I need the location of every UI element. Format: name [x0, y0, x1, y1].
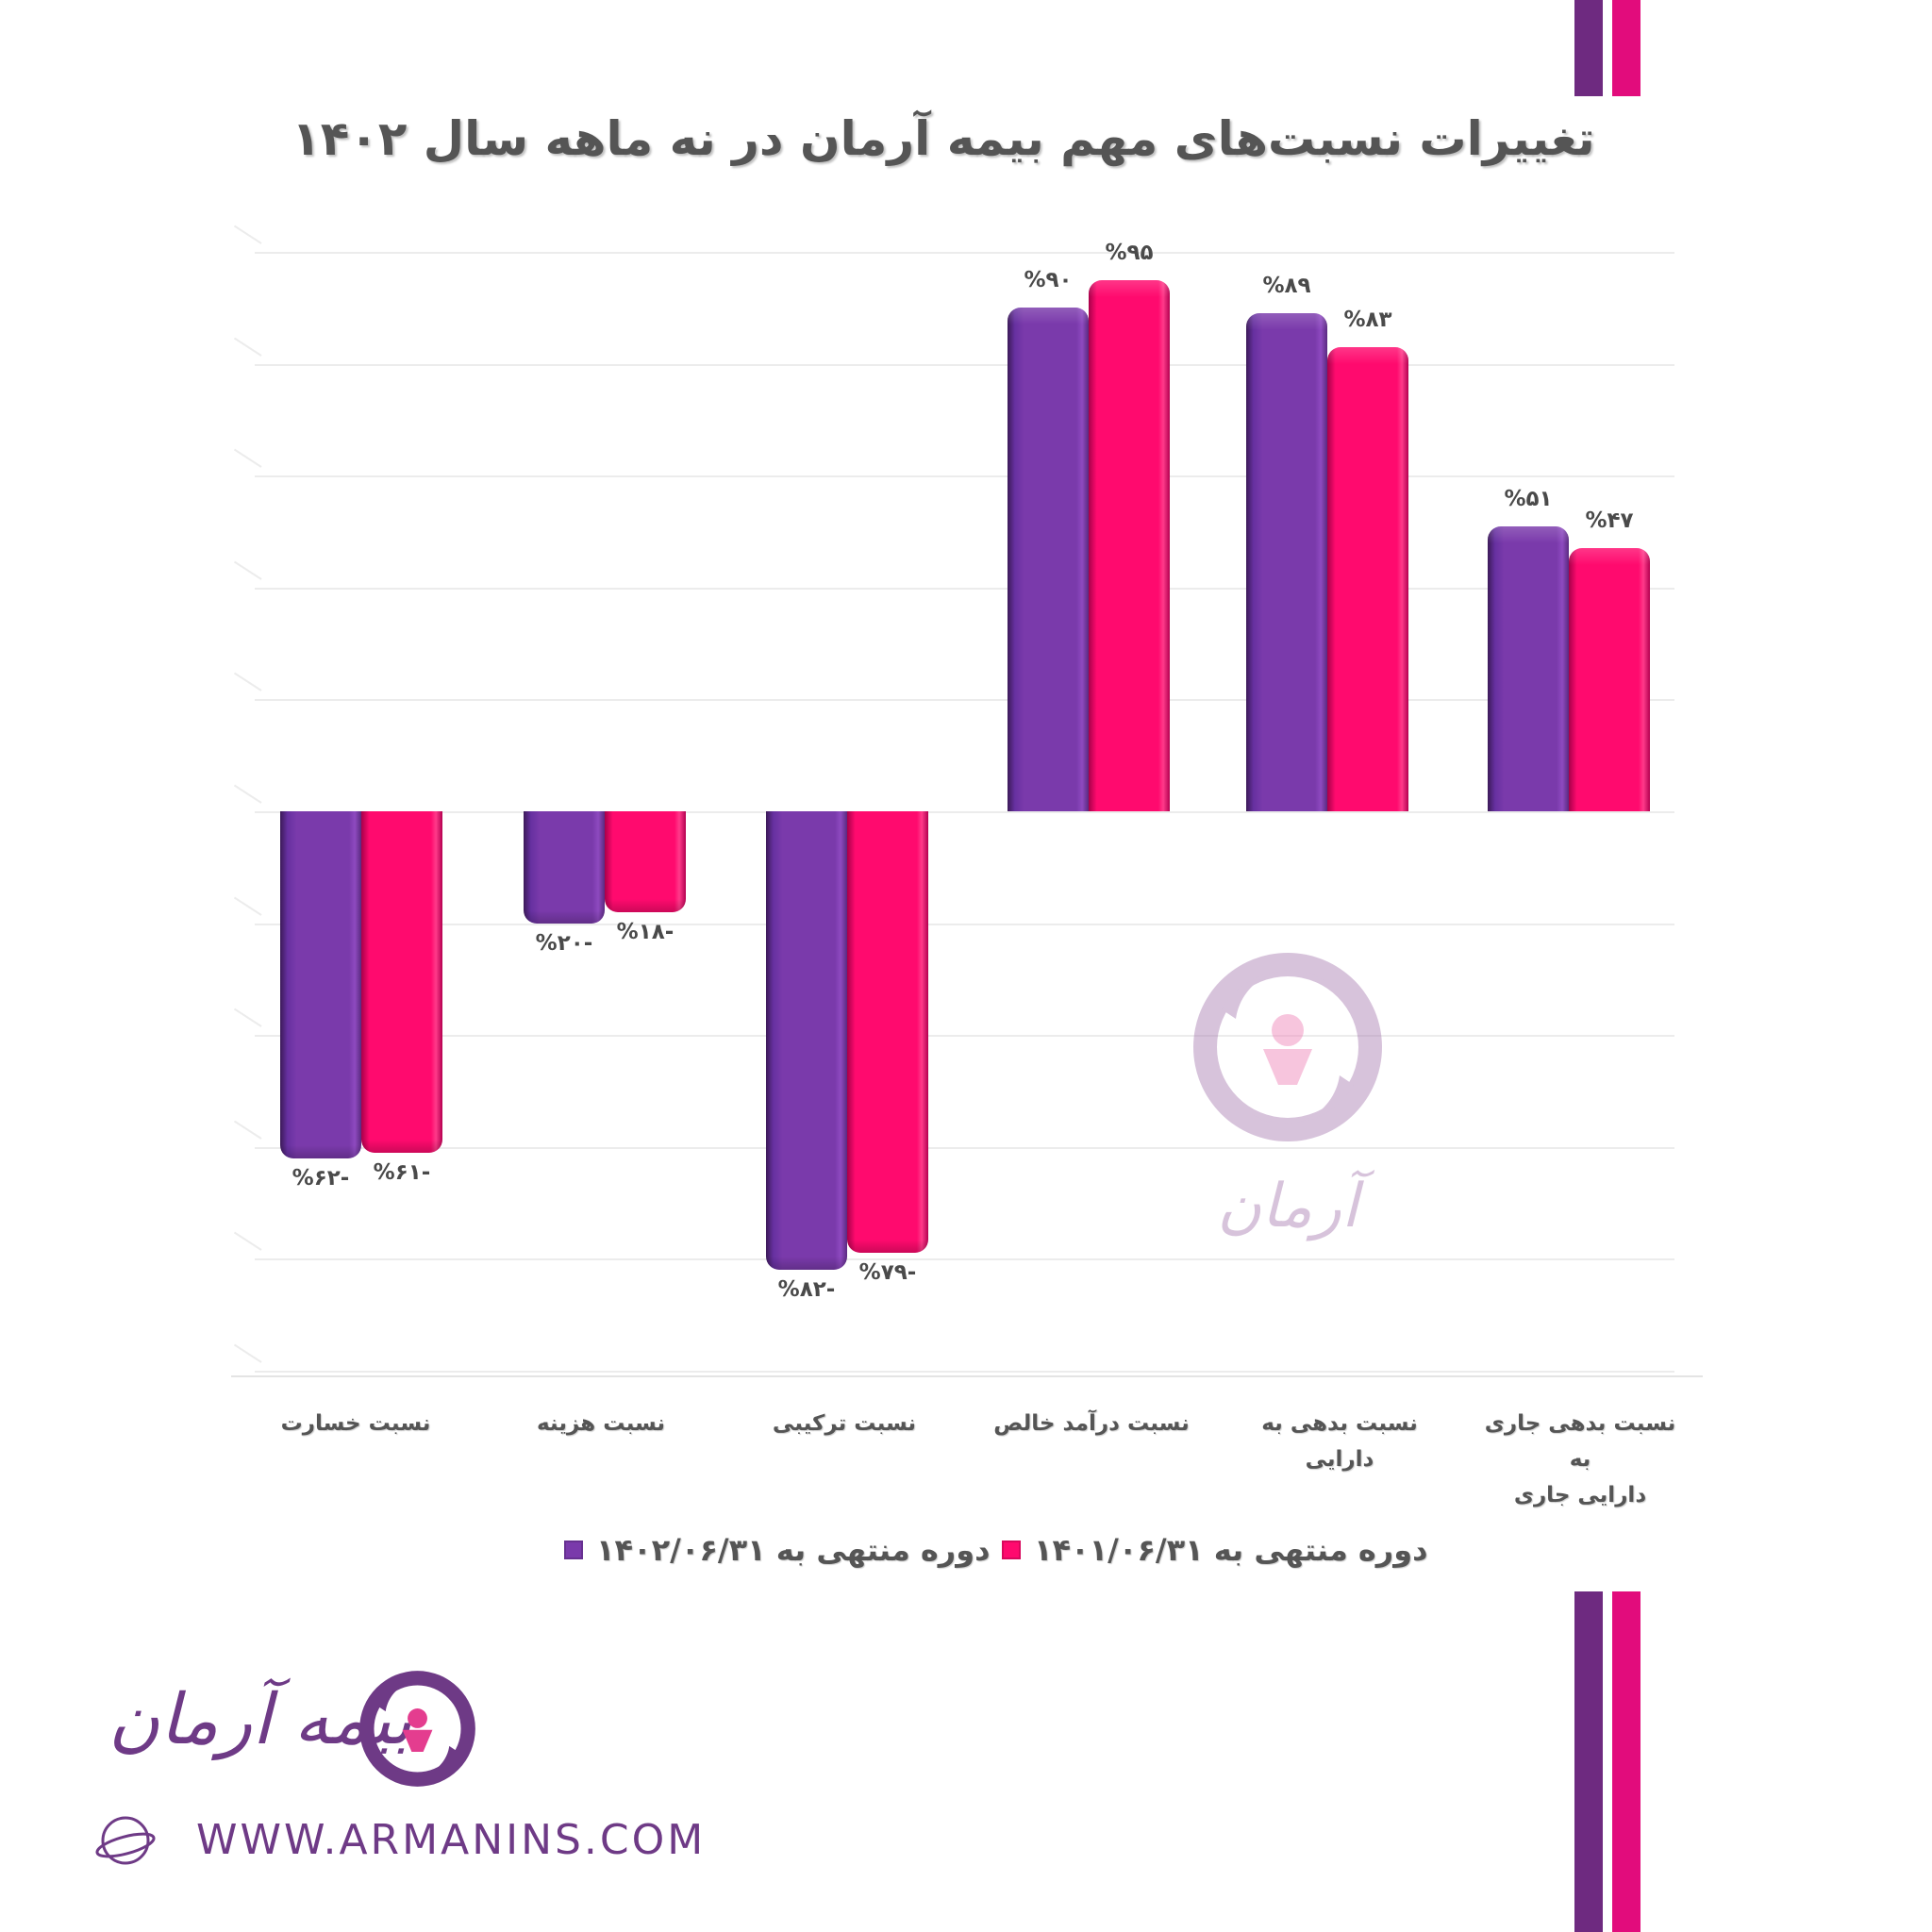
arman-emblem-icon	[359, 1671, 475, 1787]
category-label-current-ratio: نسبت بدهی جاری به دارایی جاری	[1476, 1406, 1684, 1513]
gridline-tick	[233, 337, 262, 357]
website-link[interactable]: WWW.ARMANINS.COM	[196, 1816, 707, 1864]
watermark-logo-icon: آرمان	[1193, 953, 1382, 1241]
gridline	[255, 924, 1674, 925]
gridline	[255, 364, 1674, 366]
bar-1402-category-2[interactable]	[766, 811, 847, 1271]
data-label: %۶۲-	[291, 1165, 350, 1191]
svg-text:آرمان: آرمان	[1217, 1169, 1375, 1241]
legend-label-1402: دوره منتهی به ۱۴۰۲/۰۶/۳۱	[596, 1532, 991, 1568]
decor-stripe-pink-bottom	[1612, 1591, 1641, 1932]
plot-area: %۶۲- %۶۱- %۲۰- %۱۸- %۸۲- %۷۹- %۹۰ %۹۵ %۸۹ %۸۳ %۵۱%…	[231, 225, 1703, 1377]
gridline	[255, 475, 1674, 477]
gridline	[255, 1035, 1674, 1037]
gridline-tick	[233, 1120, 262, 1140]
data-label: %۸۲-	[777, 1277, 836, 1303]
bar-1402-category-5[interactable]	[1488, 525, 1569, 811]
gridline	[255, 1147, 1674, 1149]
gridline-tick	[233, 560, 262, 580]
chart-title: تغییرات نسبت‌های مهم بیمه آرمان در نه ما…	[291, 111, 1595, 166]
category-label-current-ratio-line1: نسبت بدهی جاری به	[1484, 1411, 1676, 1472]
data-label: %۱۸-	[616, 919, 675, 944]
gridline-tick	[233, 1231, 262, 1251]
globe-icon	[95, 1816, 156, 1865]
category-label-loss-ratio: نسبت خسارت	[280, 1411, 431, 1436]
bar-1401-category-2[interactable]	[847, 811, 928, 1254]
category-label-current-ratio-line2: دارایی جاری	[1513, 1483, 1647, 1507]
bar-1401-category-4[interactable]	[1327, 346, 1408, 811]
decor-stripe-purple-top	[1574, 0, 1603, 96]
legend-swatch-pink-icon	[1002, 1541, 1021, 1559]
data-label: %۴۷	[1585, 508, 1634, 534]
data-label: %۸۹	[1262, 274, 1311, 299]
bar-1402-category-4[interactable]	[1246, 313, 1327, 811]
legend-item-1402[interactable]: دوره منتهی به ۱۴۰۲/۰۶/۳۱	[564, 1526, 991, 1574]
gridline	[255, 1258, 1674, 1260]
gridline	[255, 588, 1674, 590]
gridline	[255, 811, 1674, 813]
gridline-tick	[233, 1343, 262, 1363]
data-label: %۸۳	[1343, 307, 1392, 332]
category-label-combined-ratio: نسبت ترکیبی	[772, 1411, 917, 1436]
category-label-debt-to-asset-ratio: نسبت بدهی به دارایی	[1261, 1411, 1418, 1472]
bar-1401-category-0[interactable]	[361, 811, 442, 1153]
decor-stripe-pink-top	[1612, 0, 1641, 96]
bar-1401-category-5[interactable]	[1569, 548, 1650, 811]
gridline-tick	[233, 896, 262, 916]
x-axis-line	[231, 1375, 1703, 1377]
category-label-net-income-ratio: نسبت درآمد خالص	[993, 1411, 1190, 1436]
gridline	[255, 699, 1674, 701]
gridline-tick	[233, 225, 262, 244]
legend-label-1401: دوره منتهی به ۱۴۰۱/۰۶/۳۱	[1034, 1532, 1428, 1568]
gridline	[255, 1371, 1674, 1373]
bar-1401-category-3[interactable]	[1089, 279, 1170, 811]
gridline-tick	[233, 672, 262, 691]
legend-item-1401[interactable]: دوره منتهی به ۱۴۰۱/۰۶/۳۱	[1002, 1526, 1428, 1574]
data-label: %۹۵	[1105, 240, 1154, 265]
decor-stripe-purple-bottom	[1574, 1591, 1603, 1932]
data-label: %۲۰-	[535, 930, 593, 956]
bar-1402-category-3[interactable]	[1008, 308, 1089, 811]
gridline-tick	[233, 448, 262, 468]
gridline-tick	[233, 1008, 262, 1027]
legend-swatch-purple-icon	[564, 1541, 583, 1559]
bar-1401-category-1[interactable]	[605, 811, 686, 912]
bar-1402-category-1[interactable]	[524, 811, 605, 924]
category-label-expense-ratio: نسبت هزینه	[536, 1411, 665, 1436]
bar-1402-category-0[interactable]	[280, 811, 361, 1158]
data-label: %۶۱-	[373, 1159, 431, 1185]
data-label: %۵۱	[1504, 486, 1553, 511]
gridline-tick	[233, 784, 262, 804]
data-label: %۷۹-	[858, 1260, 917, 1286]
gridline	[255, 252, 1674, 254]
data-label: %۹۰	[1024, 268, 1073, 293]
